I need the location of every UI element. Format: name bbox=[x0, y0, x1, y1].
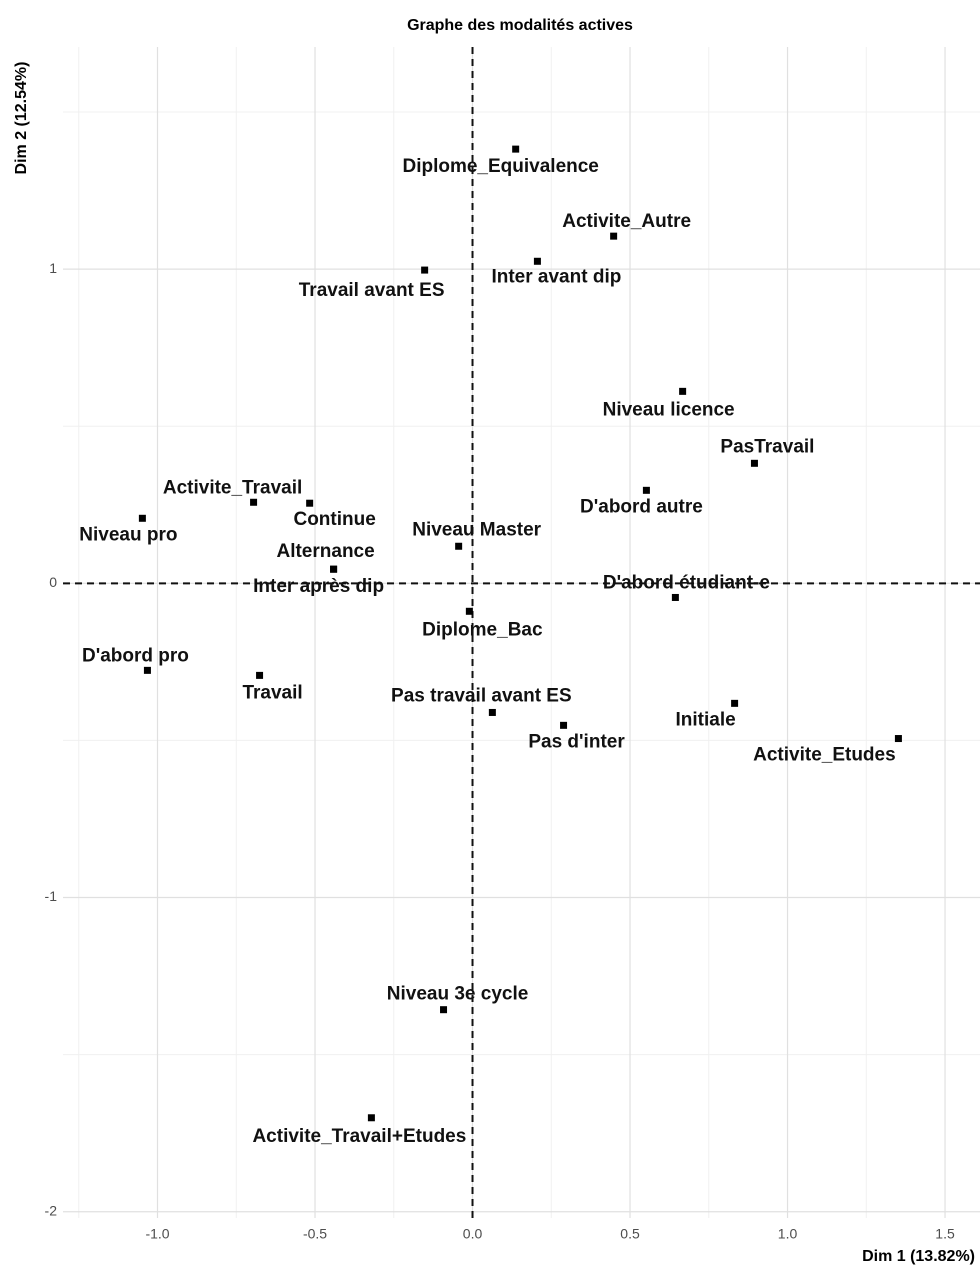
point-label: Activite_Etudes bbox=[753, 745, 896, 766]
point-label: Travail bbox=[242, 682, 302, 703]
point-label: Niveau pro bbox=[79, 524, 177, 545]
point-label: Inter avant dip bbox=[491, 266, 621, 287]
y-tick-label: 0 bbox=[49, 574, 57, 590]
point bbox=[455, 542, 463, 550]
y-tick-label: 1 bbox=[49, 260, 57, 276]
point-label: Niveau Master bbox=[412, 519, 541, 540]
point bbox=[256, 671, 264, 679]
point bbox=[488, 708, 496, 716]
y-tick-label: -1 bbox=[45, 888, 58, 904]
point-label: Initiale bbox=[676, 709, 736, 730]
x-tick-label: 1.5 bbox=[935, 1226, 955, 1242]
point bbox=[143, 666, 151, 674]
point bbox=[533, 257, 541, 265]
point bbox=[250, 498, 258, 506]
y-tick-label: -2 bbox=[45, 1202, 58, 1218]
point-label: Activite_Autre bbox=[562, 211, 691, 232]
point-label: Travail avant ES bbox=[299, 280, 445, 301]
point bbox=[642, 486, 650, 494]
x-tick-label: 0.5 bbox=[620, 1226, 640, 1242]
x-axis-title: Dim 1 (13.82%) bbox=[862, 1248, 975, 1265]
point bbox=[671, 593, 679, 601]
point bbox=[512, 145, 520, 153]
point-label: Continue bbox=[293, 509, 375, 530]
point-label: D'abord étudiant-e bbox=[603, 572, 770, 593]
point bbox=[610, 232, 618, 240]
point bbox=[894, 735, 902, 743]
point-label: Diplome_Bac bbox=[422, 619, 543, 640]
point-label: Pas d'inter bbox=[528, 731, 625, 752]
point bbox=[330, 565, 338, 573]
point-label: Alternance bbox=[276, 541, 374, 562]
point-label: Pas travail avant ES bbox=[391, 685, 572, 706]
point bbox=[421, 266, 429, 274]
chart-title: Graphe des modalités actives bbox=[407, 17, 633, 34]
point bbox=[465, 607, 473, 615]
point-label: Inter après dip bbox=[253, 576, 384, 597]
x-tick-label: 1.0 bbox=[778, 1226, 798, 1242]
point bbox=[138, 514, 146, 522]
point-label: Niveau 3e cycle bbox=[387, 984, 529, 1005]
point-label: PasTravail bbox=[720, 436, 814, 457]
point bbox=[560, 721, 568, 729]
point-label: Activite_Travail bbox=[163, 477, 302, 498]
point-label: Niveau licence bbox=[603, 399, 735, 420]
y-axis-title: Dim 2 (12.54%) bbox=[13, 62, 30, 175]
point bbox=[750, 459, 758, 467]
point-label: Activite_Travail+Etudes bbox=[252, 1126, 466, 1147]
point-label: Diplome_Equivalence bbox=[402, 156, 598, 177]
x-tick-label: -0.5 bbox=[303, 1226, 327, 1242]
point bbox=[731, 699, 739, 707]
point bbox=[367, 1114, 375, 1122]
point-label: D'abord autre bbox=[580, 496, 703, 517]
x-tick-label: -1.0 bbox=[145, 1226, 169, 1242]
point bbox=[440, 1006, 448, 1014]
x-tick-label: 0.0 bbox=[463, 1226, 483, 1242]
point bbox=[306, 499, 314, 507]
point bbox=[679, 387, 687, 395]
point-label: D'abord pro bbox=[82, 645, 189, 666]
